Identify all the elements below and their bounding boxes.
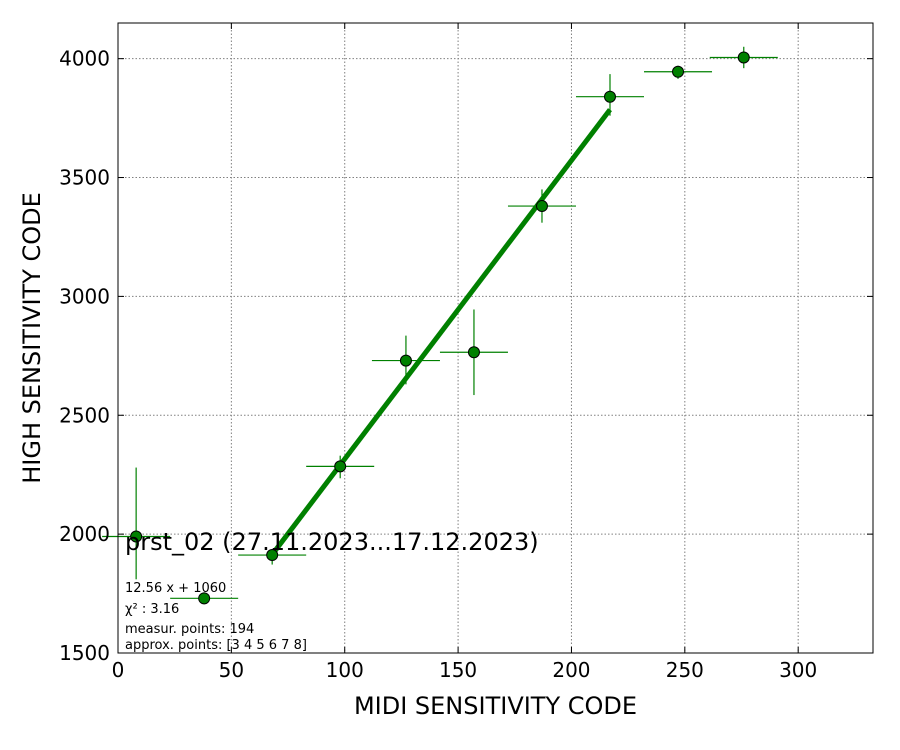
y-tick-label: 1500	[59, 641, 110, 665]
data-point	[334, 460, 347, 473]
x-tick-label: 300	[779, 658, 817, 682]
fit-line	[270, 108, 612, 557]
x-axis-label: MIDI SENSITIVITY CODE	[354, 692, 637, 720]
y-tick-label: 3000	[59, 284, 110, 308]
y-tick-label: 2500	[59, 403, 110, 427]
data-point	[603, 90, 616, 103]
axis-ticks	[117, 23, 873, 654]
chi-square: χ² : 3.16	[125, 602, 179, 617]
tick-labels: 0 50 100 150 200 250 300 1500 2000 2500 3000 3500 40…	[59, 47, 817, 682]
data-point	[737, 51, 750, 64]
chart-title: prst_02 (27.11.2023...17.12.2023)	[125, 528, 539, 556]
y-tick-label: 2000	[59, 522, 110, 546]
x-tick-label: 100	[326, 658, 364, 682]
plot-frame	[117, 22, 874, 654]
data-point	[467, 346, 480, 359]
x-tick-label: 50	[219, 658, 244, 682]
y-axis-label: HIGH SENSITIVITY CODE	[18, 192, 46, 484]
fit-line-group	[270, 108, 612, 557]
x-tick-label: 0	[112, 658, 125, 682]
measurement-points: measur. points: 194	[125, 622, 254, 637]
grid	[117, 23, 873, 654]
error-bars	[102, 46, 778, 605]
y-tick-label: 4000	[59, 47, 110, 71]
data-point	[399, 354, 412, 367]
y-tick-label: 3500	[59, 166, 110, 190]
x-tick-label: 150	[439, 658, 477, 682]
fit-equation: 12.56 x + 1060	[125, 581, 226, 596]
x-tick-label: 250	[666, 658, 704, 682]
approximation-points: approx. points: [3 4 5 6 7 8]	[125, 638, 307, 653]
data-point	[672, 65, 685, 78]
x-tick-label: 200	[552, 658, 590, 682]
data-point	[535, 200, 548, 213]
data-points	[130, 51, 750, 605]
data-point	[198, 592, 211, 605]
data-point	[130, 530, 143, 543]
data-point	[266, 549, 279, 562]
